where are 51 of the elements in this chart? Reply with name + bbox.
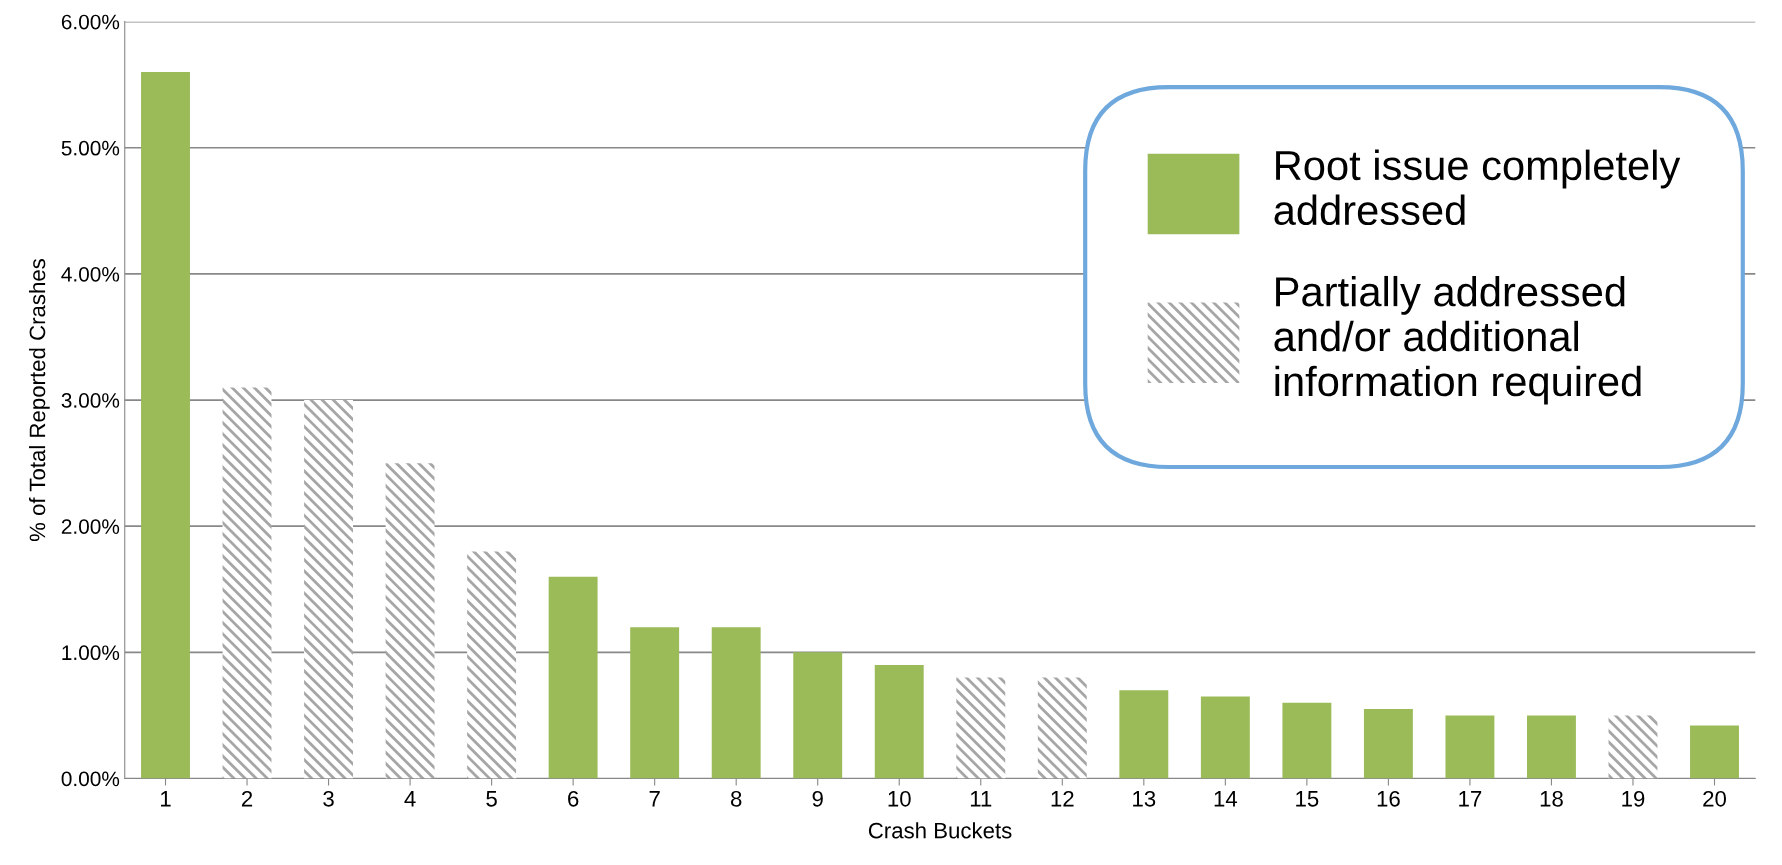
legend-label: Root issue completely addressed xyxy=(1274,149,1681,226)
x-tick-label: 3 xyxy=(323,790,334,807)
x-tick-label: 20 xyxy=(1703,790,1726,807)
x-tick-label: 15 xyxy=(1296,791,1319,807)
legend-label: Partially addressed and/or additional information required xyxy=(1274,275,1641,405)
x-tick-label: 10 xyxy=(888,790,911,807)
bar xyxy=(141,72,190,779)
x-axis-title: Crash Buckets xyxy=(868,822,1012,839)
bar xyxy=(467,551,517,779)
bar xyxy=(1200,696,1250,779)
bar xyxy=(793,652,843,779)
bar xyxy=(1608,715,1658,779)
y-tick-label: 4.00% xyxy=(61,266,120,282)
bar xyxy=(385,463,435,779)
x-tick-label: 5 xyxy=(486,791,497,807)
y-tick-label: 3.00% xyxy=(61,393,120,408)
bar xyxy=(1690,725,1739,779)
y-tick-label: 6.00% xyxy=(61,14,120,30)
x-tick-label: 6 xyxy=(568,790,579,807)
x-tick-label: 13 xyxy=(1133,790,1156,807)
x-tick-label: 16 xyxy=(1377,790,1400,807)
x-tick-label: 8 xyxy=(730,790,742,807)
x-tick-label: 1 xyxy=(161,791,171,807)
x-tick-label: 4 xyxy=(404,791,416,807)
bar xyxy=(711,627,761,779)
bar xyxy=(1363,709,1413,779)
x-tick-label: 17 xyxy=(1459,791,1482,807)
y-tick-label: 2.00% xyxy=(61,519,120,534)
x-tick-label: 19 xyxy=(1622,790,1645,807)
y-axis-title: % of Total Reported Crashes xyxy=(28,259,50,542)
bar xyxy=(956,677,1006,779)
bar xyxy=(304,400,354,779)
bar xyxy=(630,627,680,779)
bar xyxy=(1119,690,1169,779)
bar xyxy=(1445,715,1495,779)
y-tick-label: 0.00% xyxy=(61,771,120,787)
x-tick-label: 18 xyxy=(1540,790,1563,807)
x-tick-label: 9 xyxy=(812,790,823,807)
x-tick-label: 2 xyxy=(241,790,253,807)
y-tick-label: 5.00% xyxy=(61,140,120,156)
bar xyxy=(1037,677,1087,779)
x-tick-label: 11 xyxy=(970,791,992,807)
bar xyxy=(222,387,272,779)
bar xyxy=(874,664,924,779)
y-tick-label: 1.00% xyxy=(62,645,120,661)
bar xyxy=(548,576,598,779)
x-tick-label: 7 xyxy=(649,791,660,807)
x-tick-label: 12 xyxy=(1051,790,1074,807)
bar xyxy=(1282,702,1332,779)
x-tick-label: 14 xyxy=(1214,791,1238,807)
bar xyxy=(1527,715,1576,779)
